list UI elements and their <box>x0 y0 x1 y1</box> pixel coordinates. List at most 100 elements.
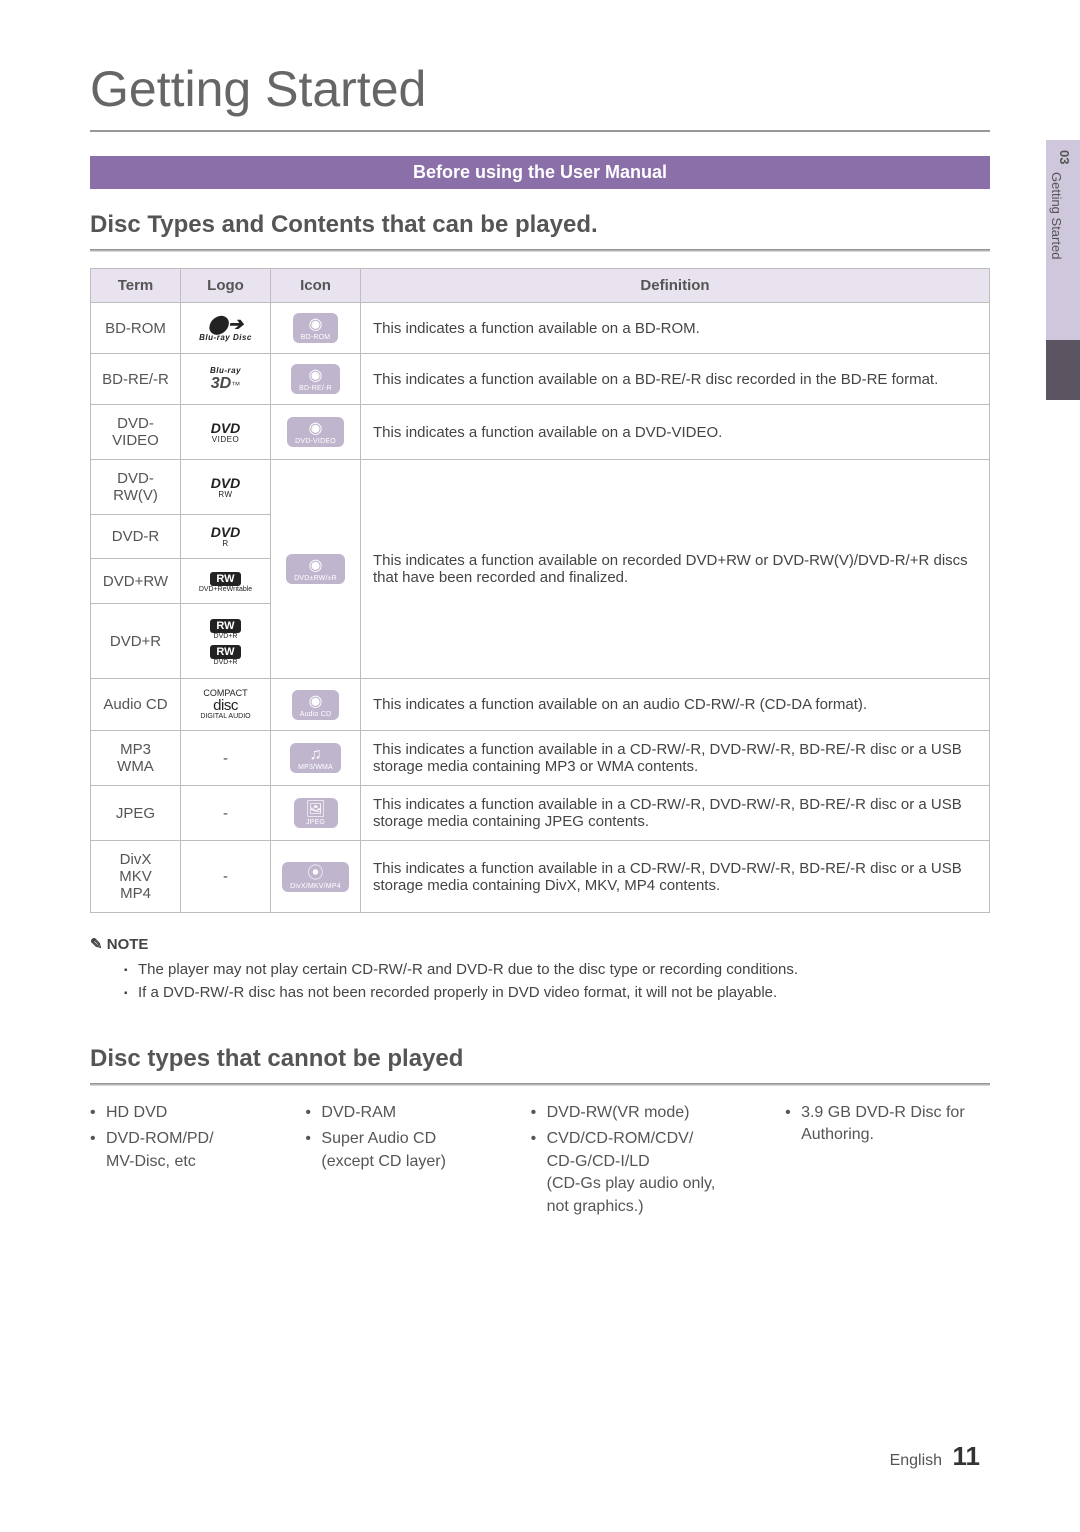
icon-cell: ♫ MP3/WMA <box>271 731 361 786</box>
dvd-logo-sub: RW <box>189 490 262 499</box>
footer-lang: English <box>890 1452 942 1469</box>
term-cell: DivX MKV MP4 <box>91 841 181 913</box>
term-cell: BD-ROM <box>91 303 181 354</box>
music-icon: ♫ MP3/WMA <box>290 743 341 773</box>
banner: Before using the User Manual <box>90 156 990 189</box>
def-cell: This indicates a function available in a… <box>361 731 990 786</box>
rw-badge-icon: RW <box>210 572 240 586</box>
table-row: DVD-RW(V) DVD RW ◉ DVD±RW/±R This indica… <box>91 460 990 515</box>
logo-cell: - <box>181 786 271 841</box>
table-row: Audio CD COMPACT disc DIGITAL AUDIO ◉ Au… <box>91 679 990 731</box>
th-def: Definition <box>361 269 990 303</box>
icon-cell: ⦿ DivX/MKV/MP4 <box>271 841 361 913</box>
bluray3d-top: Blu-ray <box>189 366 262 375</box>
def-cell: This indicates a function available on a… <box>361 354 990 405</box>
term-cell: JPEG <box>91 786 181 841</box>
disc-icon: ◉ DVD-VIDEO <box>287 417 344 447</box>
def-cell: This indicates a function available on a… <box>361 679 990 731</box>
page-footer: English 11 <box>890 1441 980 1472</box>
logo-cell: DVD RW <box>181 460 271 515</box>
table-row: BD-RE/-R Blu-ray 3D™ ◉ BD-RE/-R This ind… <box>91 354 990 405</box>
rw-badge-icon: RW <box>210 619 240 633</box>
icon-cell: ◉ Audio CD <box>271 679 361 731</box>
table-row: JPEG - 🖼 JPEG This indicates a function … <box>91 786 990 841</box>
def-cell: This indicates a function available on a… <box>361 303 990 354</box>
section2-rule <box>90 1083 990 1086</box>
table-row: BD-ROM ⬤➔ Blu-ray Disc ◉ BD-ROM This ind… <box>91 303 990 354</box>
rw-badge-sub: DVD+R <box>189 633 262 640</box>
th-icon: Icon <box>271 269 361 303</box>
bluray3d-logo: 3D™ <box>189 375 262 393</box>
table-row: DivX MKV MP4 - ⦿ DivX/MKV/MP4 This indic… <box>91 841 990 913</box>
disc-icon: ◉ BD-RE/-R <box>291 364 340 394</box>
note-item: The player may not play certain CD-RW/-R… <box>124 961 990 978</box>
def-cell: This indicates a function available in a… <box>361 786 990 841</box>
note-block: NOTE The player may not play certain CD-… <box>90 935 990 1001</box>
list-item: HD DVD <box>90 1102 275 1124</box>
video-icon: ⦿ DivX/MKV/MP4 <box>282 862 349 892</box>
disc-icon: ◉ BD-ROM <box>293 313 339 343</box>
list-item: DVD-ROM/PD/MV-Disc, etc <box>90 1128 275 1173</box>
term-cell: MP3 WMA <box>91 731 181 786</box>
def-cell: This indicates a function available on r… <box>361 460 990 679</box>
logo-cell: DVD VIDEO <box>181 405 271 460</box>
list-item: DVD-RAM <box>305 1102 500 1124</box>
table-row: MP3 WMA - ♫ MP3/WMA This indicates a fun… <box>91 731 990 786</box>
image-icon: 🖼 JPEG <box>294 798 338 828</box>
dvd-logo-sub: R <box>189 539 262 548</box>
term-cell: Audio CD <box>91 679 181 731</box>
icon-cell: ◉ BD-ROM <box>271 303 361 354</box>
note-list: The player may not play certain CD-RW/-R… <box>124 961 990 1001</box>
rw-badge-sub: DVD+ReWritable <box>189 586 262 593</box>
term-cell: DVD-R <box>91 515 181 559</box>
def-cell: This indicates a function available in a… <box>361 841 990 913</box>
term-cell: DVD-RW(V) <box>91 460 181 515</box>
logo-cell: - <box>181 841 271 913</box>
logo-cell: - <box>181 731 271 786</box>
list-item: 3.9 GB DVD-R Disc forAuthoring. <box>785 1102 990 1147</box>
term-cell: DVD+RW <box>91 559 181 604</box>
section1-rule <box>90 249 990 252</box>
bluray-logo-icon: ⬤➔ <box>189 315 262 333</box>
term-cell: BD-RE/-R <box>91 354 181 405</box>
page-title: Getting Started <box>90 60 990 132</box>
logo-cell: Blu-ray 3D™ <box>181 354 271 405</box>
unplayable-col: DVD-RW(VR mode) CVD/CD-ROM/CDV/CD-G/CD-I… <box>531 1102 755 1222</box>
logo-cell: ⬤➔ Blu-ray Disc <box>181 303 271 354</box>
table-row: DVD-VIDEO DVD VIDEO ◉ DVD-VIDEO This ind… <box>91 405 990 460</box>
def-cell: This indicates a function available on a… <box>361 405 990 460</box>
list-item: DVD-RW(VR mode) <box>531 1102 755 1124</box>
section2-title: Disc types that cannot be played <box>90 1045 990 1073</box>
footer-page-number: 11 <box>953 1441 981 1471</box>
dvd-logo: DVD <box>189 525 262 539</box>
logo-cell: DVD R <box>181 515 271 559</box>
term-cell: DVD-VIDEO <box>91 405 181 460</box>
icon-cell: ◉ BD-RE/-R <box>271 354 361 405</box>
icon-cell: 🖼 JPEG <box>271 786 361 841</box>
icon-cell: ◉ DVD±RW/±R <box>271 460 361 679</box>
dvd-logo-sub: VIDEO <box>189 435 262 444</box>
compact-disc-logo: COMPACT disc DIGITAL AUDIO <box>189 689 262 720</box>
logo-cell: COMPACT disc DIGITAL AUDIO <box>181 679 271 731</box>
bluray-logo-text: Blu-ray Disc <box>189 333 262 342</box>
rw-badge-icon: RW <box>210 645 240 659</box>
icon-cell: ◉ DVD-VIDEO <box>271 405 361 460</box>
term-cell: DVD+R <box>91 604 181 679</box>
note-label: NOTE <box>90 935 990 953</box>
disc-icon: ◉ DVD±RW/±R <box>286 554 345 584</box>
th-logo: Logo <box>181 269 271 303</box>
unplayable-col: HD DVD DVD-ROM/PD/MV-Disc, etc <box>90 1102 275 1222</box>
unplayable-col: DVD-RAM Super Audio CD(except CD layer) <box>305 1102 500 1222</box>
logo-cell: RW DVD+R RW DVD+R <box>181 604 271 679</box>
logo-cell: RW DVD+ReWritable <box>181 559 271 604</box>
unplayable-col: 3.9 GB DVD-R Disc forAuthoring. <box>785 1102 990 1222</box>
section1-title: Disc Types and Contents that can be play… <box>90 211 990 239</box>
dvd-logo: DVD <box>189 421 262 435</box>
disc-icon: ◉ Audio CD <box>292 690 340 720</box>
disc-table: Term Logo Icon Definition BD-ROM ⬤➔ Blu-… <box>90 268 990 913</box>
unplayable-columns: HD DVD DVD-ROM/PD/MV-Disc, etc DVD-RAM S… <box>90 1102 990 1222</box>
list-item: CVD/CD-ROM/CDV/CD-G/CD-I/LD(CD-Gs play a… <box>531 1128 755 1218</box>
list-item: Super Audio CD(except CD layer) <box>305 1128 500 1173</box>
note-item: If a DVD-RW/-R disc has not been recorde… <box>124 984 990 1001</box>
table-header-row: Term Logo Icon Definition <box>91 269 990 303</box>
